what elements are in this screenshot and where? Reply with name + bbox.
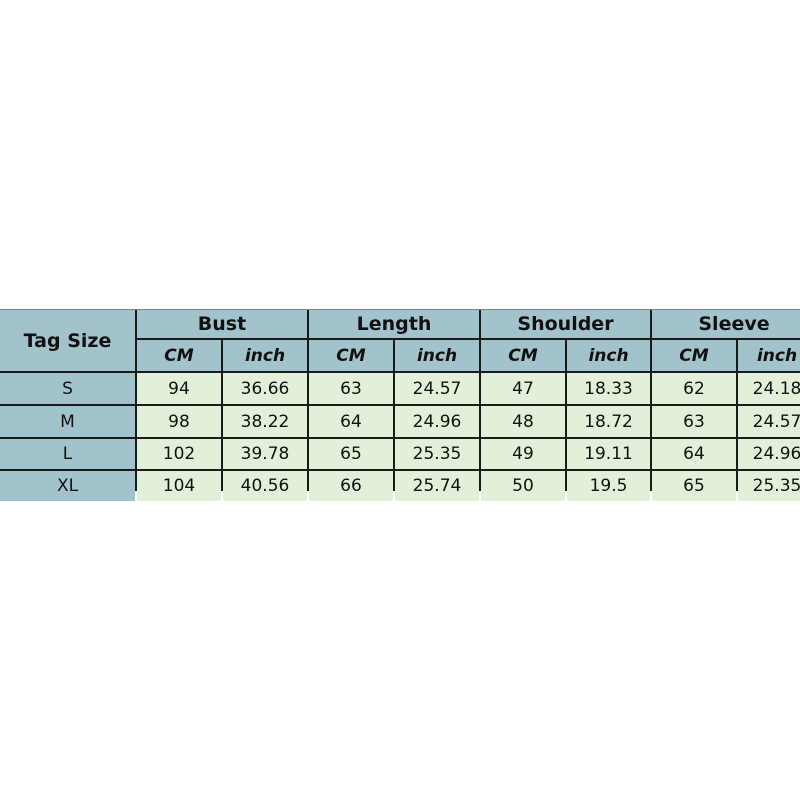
table-cell: 19.11 xyxy=(567,439,650,469)
table-cell: 24.57 xyxy=(395,373,479,404)
size-label: XL xyxy=(0,471,135,501)
size-label: L xyxy=(0,439,135,469)
table-cell: 64 xyxy=(652,439,736,469)
group-header-length: Length xyxy=(309,310,479,338)
table-cell: 18.33 xyxy=(567,373,650,404)
unit-header-inch: inch xyxy=(567,340,650,371)
table-cell: 18.72 xyxy=(567,406,650,437)
table-cell: 24.18 xyxy=(738,373,800,404)
table-cell: 24.96 xyxy=(738,439,800,469)
table-cell: 64 xyxy=(309,406,393,437)
unit-header-inch: inch xyxy=(738,340,800,371)
unit-header-cm: CM xyxy=(137,340,221,371)
unit-header-inch: inch xyxy=(395,340,479,371)
table-cell: 63 xyxy=(652,406,736,437)
unit-header-cm: CM xyxy=(309,340,393,371)
group-header-bust: Bust xyxy=(137,310,307,338)
table-cell: 65 xyxy=(652,471,736,501)
table-cell: 39.78 xyxy=(223,439,307,469)
table-cell: 63 xyxy=(309,373,393,404)
table-cell: 36.66 xyxy=(223,373,307,404)
table-cell: 62 xyxy=(652,373,736,404)
table-cell: 25.35 xyxy=(395,439,479,469)
table-cell: 49 xyxy=(481,439,565,469)
table-cell: 66 xyxy=(309,471,393,501)
table-cell: 48 xyxy=(481,406,565,437)
table-cell: 50 xyxy=(481,471,565,501)
size-chart-table: Tag Size Bust Length Shoulder Sleeve CM inch CM… xyxy=(0,309,800,501)
table-cell: 24.57 xyxy=(738,406,800,437)
size-label: M xyxy=(0,406,135,437)
table-cell: 24.96 xyxy=(395,406,479,437)
table-cell: 47 xyxy=(481,373,565,404)
unit-header-cm: CM xyxy=(652,340,736,371)
table-cell: 38.22 xyxy=(223,406,307,437)
table-cell: 40.56 xyxy=(223,471,307,501)
table-cell: 104 xyxy=(137,471,221,501)
table-cell: 94 xyxy=(137,373,221,404)
group-header-sleeve: Sleeve xyxy=(652,310,800,338)
size-label: S xyxy=(0,373,135,404)
table-cell: 19.5 xyxy=(567,471,650,501)
unit-header-cm: CM xyxy=(481,340,565,371)
table-cell: 98 xyxy=(137,406,221,437)
table-cell: 65 xyxy=(309,439,393,469)
table-cell: 25.35 xyxy=(738,471,800,501)
group-header-shoulder: Shoulder xyxy=(481,310,650,338)
table-cell: 102 xyxy=(137,439,221,469)
tag-size-header: Tag Size xyxy=(0,310,135,371)
unit-header-inch: inch xyxy=(223,340,307,371)
table-cell: 25.74 xyxy=(395,471,479,501)
